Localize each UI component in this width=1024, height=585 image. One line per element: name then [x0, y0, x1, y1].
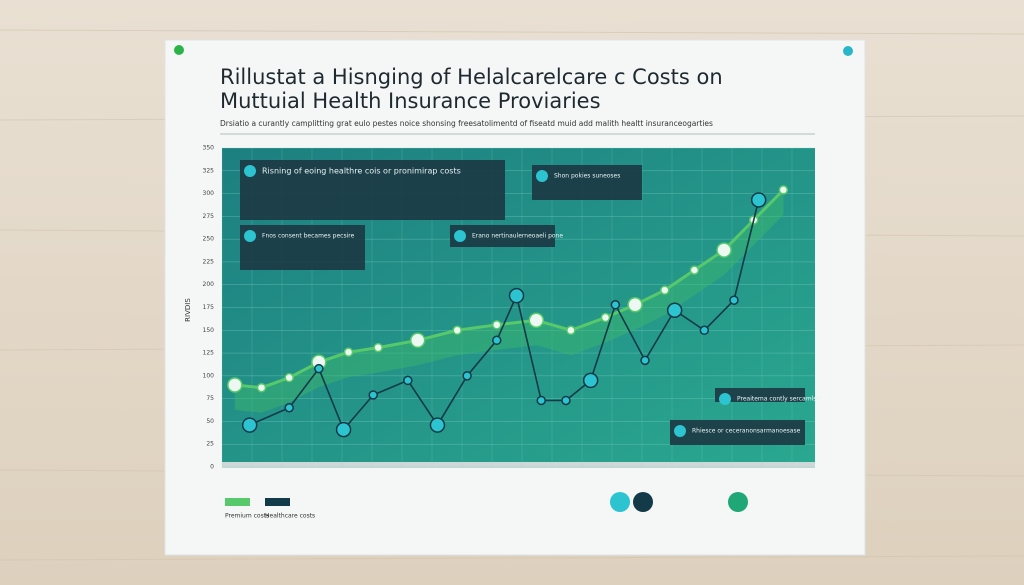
subtitle: Muttuial Health Insurance Proviaries [220, 89, 601, 113]
annotation-text: Risning of eoing healthre cois or pronim… [262, 167, 461, 176]
y-tick-label: 325 [203, 167, 215, 174]
y-axis-label: RIVDIS [184, 298, 192, 322]
annotation-box [450, 225, 555, 247]
annotation-icon [244, 165, 256, 177]
legend-swatch [265, 498, 290, 506]
y-tick-label: 100 [203, 372, 215, 379]
annotation-text: Shon pokies suneoses [554, 173, 620, 180]
series-marker [241, 417, 258, 433]
annotation-icon [244, 230, 256, 242]
series-marker [452, 325, 462, 336]
series-marker [536, 395, 546, 406]
y-tick-label: 225 [203, 258, 215, 265]
y-tick-label: 175 [203, 304, 215, 311]
annotation-text: Erano nertinaulerneoaeli pone [472, 233, 563, 240]
series-marker [699, 325, 710, 336]
series-marker [750, 192, 767, 208]
series-marker [582, 372, 599, 389]
y-tick-label: 250 [203, 236, 215, 243]
annotation-text: Fnos consent becames pecsire [262, 233, 355, 240]
series-marker [492, 320, 502, 330]
series-marker [462, 371, 472, 381]
series-marker [561, 395, 571, 406]
series-marker [343, 347, 354, 357]
title: Rillustat a Hisnging of Helalcarelcare c… [220, 65, 723, 89]
pin [174, 45, 184, 55]
legend-swatch [633, 492, 653, 512]
series-marker [256, 382, 267, 393]
y-tick-label: 75 [206, 395, 214, 402]
series-marker [627, 297, 643, 313]
series-marker [492, 335, 502, 346]
annotation-icon [719, 393, 731, 405]
series-marker [610, 300, 621, 310]
series-marker [409, 332, 426, 349]
legend-label: Healthcare costs [265, 513, 315, 520]
series-marker [729, 295, 739, 305]
y-tick-label: 350 [203, 145, 215, 152]
annotation-icon [454, 230, 466, 242]
series-marker [335, 421, 352, 438]
annotation-box [532, 165, 642, 200]
series-marker [660, 285, 670, 295]
legend-swatch [728, 492, 748, 512]
series-marker [284, 372, 294, 383]
legend-swatch [225, 498, 250, 506]
y-tick-label: 150 [203, 327, 215, 334]
y-tick-label: 50 [206, 418, 214, 425]
series-marker [778, 185, 789, 195]
y-tick-label: 200 [203, 281, 215, 288]
annotation-icon [674, 425, 686, 437]
annotation-text: Rhiesce or ceceranonsarmanoesase [692, 428, 801, 435]
annotation-icon [536, 170, 548, 182]
series-marker [227, 377, 243, 393]
annotation-box [670, 420, 805, 445]
y-tick-label: 125 [203, 350, 215, 357]
series-marker [689, 265, 700, 275]
series-marker [666, 302, 683, 318]
annotation-box [240, 225, 365, 270]
series-marker [368, 390, 378, 400]
series-marker [640, 355, 650, 366]
series-marker [600, 312, 611, 323]
series-marker [566, 325, 576, 336]
y-tick-label: 25 [206, 441, 214, 448]
annotation-text: Preaitema contly sercamlse [737, 396, 820, 403]
x-axis-bar [222, 462, 815, 468]
annotation-box [240, 160, 505, 220]
series-marker [314, 363, 324, 374]
pin [843, 46, 853, 56]
series-marker [403, 375, 413, 386]
band [234, 189, 784, 413]
series-marker [373, 342, 383, 353]
series-marker [508, 287, 525, 304]
legend-swatch [610, 492, 630, 512]
y-tick-label: 0 [210, 464, 214, 471]
series-marker [284, 403, 294, 413]
y-tick-label: 300 [203, 190, 215, 197]
caption: Drsiatio a curantly camplitting grat eul… [220, 119, 713, 128]
series-marker [716, 242, 732, 258]
series-marker [528, 312, 545, 329]
series-marker [429, 417, 446, 433]
legend-label: Premium costs [225, 513, 269, 520]
y-tick-label: 275 [203, 213, 215, 220]
annotation-box [715, 388, 805, 402]
